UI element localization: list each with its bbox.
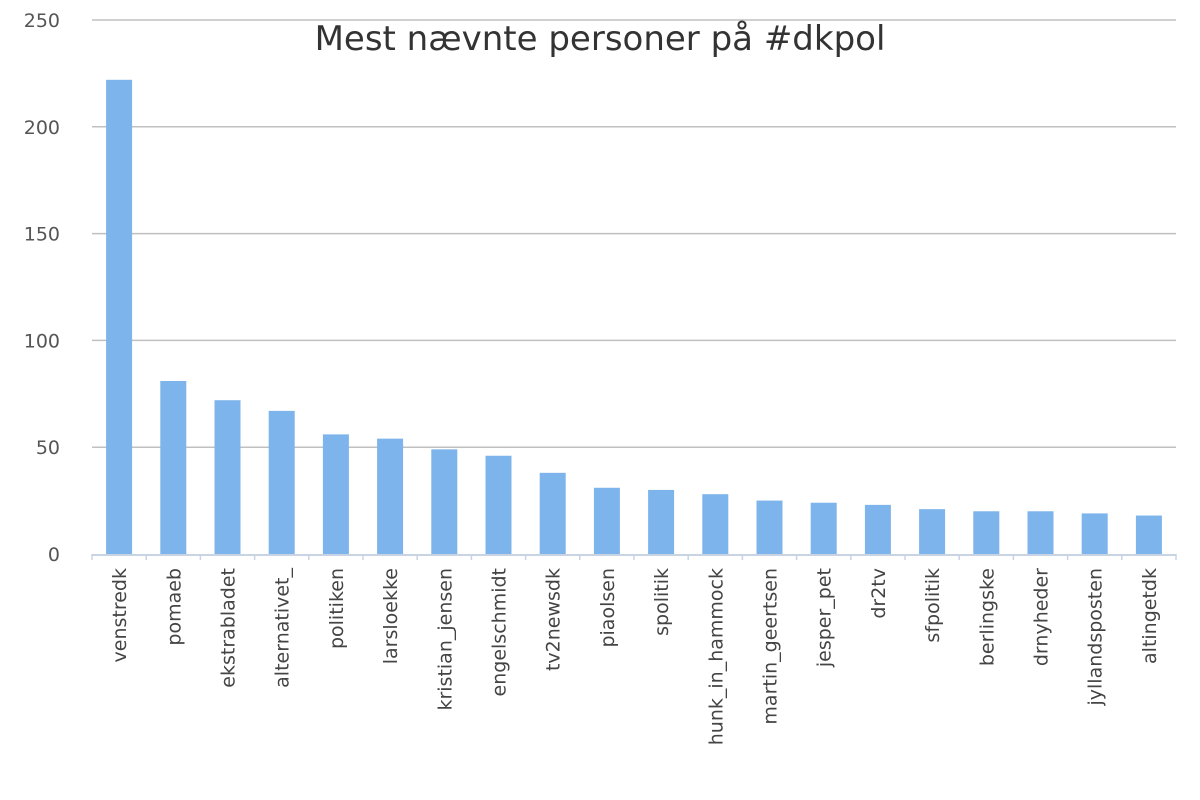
x-tick-label: jyllandsposten: [1085, 568, 1107, 707]
x-axis-ticks: [91, 554, 1177, 560]
bar-altingetdk: [1135, 515, 1162, 554]
x-tick-label: dr2tv: [868, 568, 890, 619]
y-tick-label: 250: [24, 10, 60, 32]
bar-berlingske: [973, 511, 1000, 554]
x-tick-label: spolitik: [651, 568, 673, 636]
bar-tv2newsdk: [539, 472, 566, 554]
bar-kristian_jensen: [431, 449, 458, 554]
x-tick-label: piaolsen: [597, 568, 619, 648]
x-tick-label: larsloekke: [380, 568, 402, 664]
bar-ekstrabladet: [214, 400, 241, 554]
bar-larsloekke: [377, 438, 404, 554]
x-tick-label: martin_geertsen: [760, 568, 782, 725]
x-tick-label: venstredk: [109, 568, 131, 662]
x-tick-label: drnyheder: [1031, 568, 1053, 666]
x-tick-label: alternativet_: [272, 568, 294, 688]
bar-politiken: [322, 434, 349, 554]
y-tick-label: 100: [24, 330, 60, 352]
bar-spolitik: [648, 489, 675, 554]
x-tick-label: hunk_in_hammock: [705, 568, 727, 745]
bar-piaolsen: [593, 487, 620, 554]
bar-drnyheder: [1027, 511, 1054, 554]
y-tick-label: 50: [36, 437, 60, 459]
x-tick-label: kristian_jensen: [434, 568, 456, 711]
bar-martin_geertsen: [756, 500, 783, 554]
x-tick-label: jesper_pet: [814, 568, 836, 668]
bar-dr2tv: [864, 504, 891, 554]
x-tick-label: engelschmidt: [489, 568, 511, 696]
bar-jyllandsposten: [1081, 513, 1108, 554]
y-tick-label: 200: [24, 117, 60, 139]
bar-alternativet_: [268, 410, 295, 554]
y-axis-ticks: 0 50 100 150 200 250: [24, 10, 60, 566]
bar-sfpolitik: [919, 509, 946, 554]
x-tick-label: berlingske: [976, 568, 998, 666]
bar-engelschmidt: [485, 455, 512, 554]
x-tick-label: sfpolitik: [922, 568, 944, 643]
y-tick-label: 150: [24, 224, 60, 246]
bar-pomaeb: [160, 380, 187, 554]
chart-title: Mest nævnte personer på #dkpol: [315, 19, 886, 59]
x-tick-label: pomaeb: [163, 568, 185, 646]
bar-jesper_pet: [810, 502, 837, 554]
x-tick-label: ekstrabladet: [218, 568, 240, 688]
x-axis-labels: venstredk pomaeb ekstrabladet alternativet_…: [109, 568, 1161, 746]
x-tick-label: tv2newsdk: [543, 568, 565, 671]
bars: [106, 79, 1162, 555]
x-tick-label: altingetdk: [1139, 568, 1161, 664]
gridlines: [92, 19, 1176, 448]
bar-hunk_in_hammock: [702, 494, 729, 554]
y-tick-label: 0: [48, 544, 60, 566]
x-tick-label: politiken: [326, 568, 348, 649]
bar-venstredk: [106, 79, 133, 555]
